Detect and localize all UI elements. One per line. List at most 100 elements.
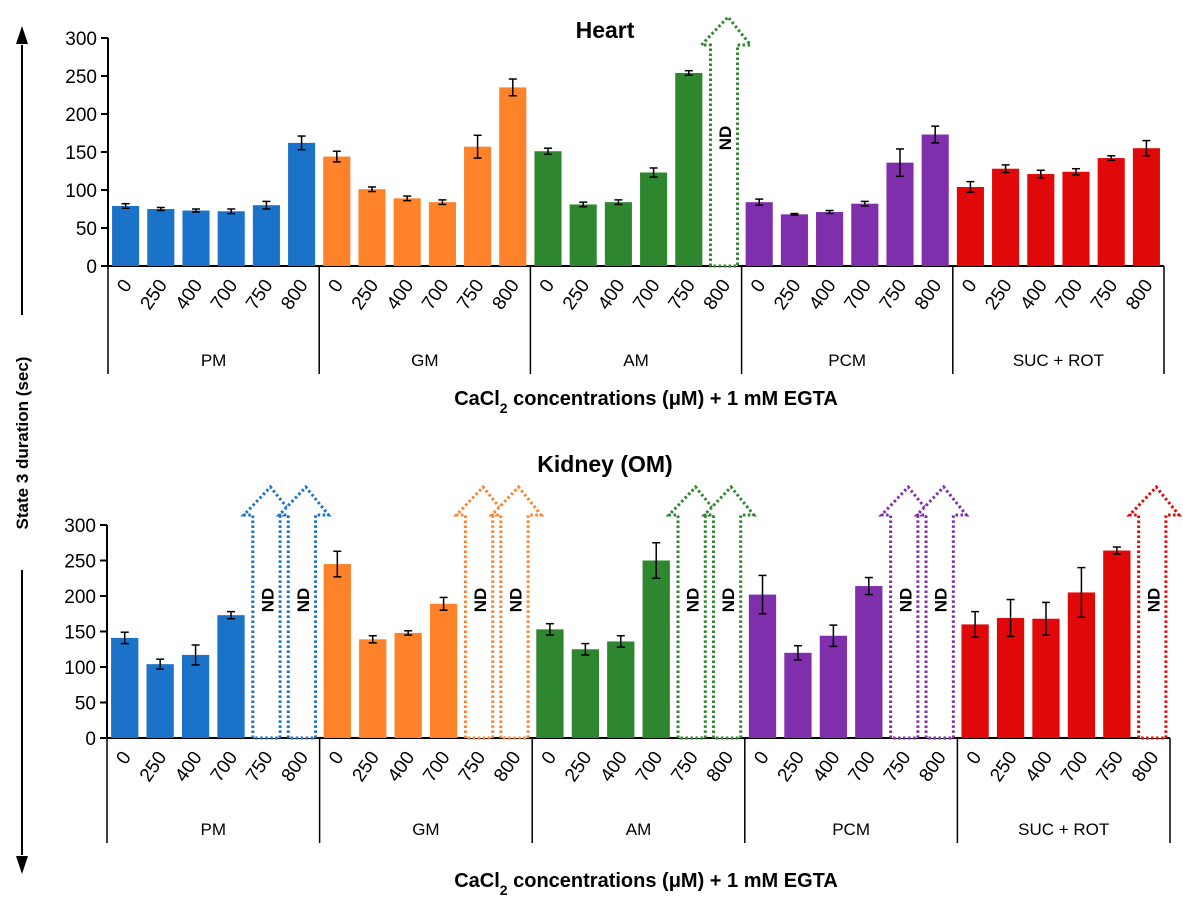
gm-bar-750 — [464, 146, 492, 266]
pcm-bar-250 — [780, 214, 808, 266]
x-tick-label: 0 — [113, 276, 136, 297]
suc-rot-bar-700 — [1062, 171, 1090, 266]
x-tick-label: 250 — [348, 748, 383, 786]
pcm-nd-label-800: ND — [932, 588, 951, 613]
x-tick-label: 750 — [667, 748, 702, 786]
x-tick-label: 400 — [383, 276, 418, 314]
y-tick-label: 300 — [64, 516, 96, 537]
am-bar-700 — [640, 172, 668, 266]
y-tick-label: 0 — [85, 729, 96, 750]
x-tick-label: 800 — [489, 276, 524, 314]
pm-nd-label-750: ND — [258, 588, 277, 613]
x-tick-label: 750 — [1087, 276, 1122, 314]
x-tick-label: 0 — [538, 748, 561, 769]
chart-title: Kidney (OM) — [537, 451, 672, 477]
x-tick-label: 0 — [325, 276, 348, 297]
am-bar-0 — [534, 151, 562, 266]
suc-rot-bar-400 — [1027, 174, 1055, 266]
am-bar-0 — [536, 629, 564, 738]
x-tick-label: 800 — [915, 748, 950, 786]
y-tick-label: 50 — [75, 694, 96, 715]
x-tick-label: 700 — [1057, 748, 1092, 786]
suc-rot-bar-250 — [996, 618, 1025, 738]
x-tick-label: 400 — [172, 276, 207, 314]
x-tick-label: 400 — [594, 276, 629, 314]
suc-rot-nd-label-800: ND — [1144, 588, 1163, 613]
gm-bar-700 — [429, 603, 458, 738]
pcm-nd-arrow-750 — [878, 484, 935, 740]
y-label-arrow-up-head — [16, 26, 28, 44]
gm-bar-0 — [323, 156, 351, 266]
pcm-bar-400 — [819, 635, 848, 738]
pm-nd-arrow-800 — [275, 484, 332, 740]
x-tick-label: 250 — [986, 748, 1021, 786]
y-tick-label: 200 — [65, 105, 97, 126]
pm-bar-800 — [288, 142, 316, 266]
x-tick-label: 400 — [1022, 748, 1057, 786]
x-tick-label: 0 — [963, 748, 986, 769]
x-tick-label: 700 — [1052, 276, 1087, 314]
x-tick-label: 250 — [770, 276, 805, 314]
x-tick-label: 750 — [880, 748, 915, 786]
x-tick-label: 750 — [242, 276, 277, 314]
x-tick-label: 400 — [171, 748, 206, 786]
am-bar-700 — [642, 560, 670, 738]
suc-rot-bar-750 — [1097, 158, 1125, 266]
x-tick-label: 250 — [348, 276, 383, 314]
am-bar-250 — [569, 204, 597, 266]
x-tick-label: 800 — [277, 276, 312, 314]
x-tick-label: 400 — [384, 748, 419, 786]
y-tick-label: 150 — [65, 143, 97, 164]
pcm-bar-0 — [748, 594, 777, 738]
y-tick-label: 300 — [65, 29, 97, 50]
x-tick-label: 800 — [911, 276, 946, 314]
gm-nd-arrow-750 — [452, 484, 509, 740]
group-label-am: AM — [623, 351, 649, 370]
group-label-pcm: PCM — [828, 351, 866, 370]
y-axis-title: State 3 duration (sec) — [13, 357, 32, 530]
gm-bar-0 — [323, 564, 351, 738]
y-tick-label: 250 — [65, 67, 97, 88]
gm-nd-label-750: ND — [471, 588, 490, 613]
gm-bar-250 — [358, 189, 386, 266]
x-tick-label: 700 — [207, 276, 242, 314]
x-tick-label: 250 — [774, 748, 809, 786]
gm-nd-arrow-800 — [488, 484, 545, 740]
pm-bar-750 — [252, 205, 280, 266]
gm-bar-400 — [394, 632, 422, 738]
x-tick-label: 750 — [455, 748, 490, 786]
x-tick-label: 0 — [750, 748, 773, 769]
am-nd-label-800: ND — [716, 126, 735, 151]
y-tick-label: 250 — [64, 552, 96, 573]
pm-nd-label-800: ND — [294, 588, 313, 613]
y-tick-label: 100 — [64, 658, 96, 679]
am-nd-arrow-800 — [700, 484, 757, 740]
pcm-bar-700 — [851, 203, 879, 266]
x-tick-label: 0 — [747, 276, 770, 297]
x-tick-label: 0 — [536, 276, 559, 297]
pm-bar-250 — [146, 664, 174, 738]
group-label-suc-rot: SUC + ROT — [1018, 820, 1109, 839]
x-tick-label: 700 — [419, 748, 454, 786]
pcm-nd-arrow-800 — [913, 484, 970, 740]
pcm-nd-label-750: ND — [896, 588, 915, 613]
x-tick-label: 400 — [596, 748, 631, 786]
x-tick-label: 250 — [981, 276, 1016, 314]
pm-bar-400 — [182, 210, 210, 266]
x-tick-label: 800 — [700, 276, 735, 314]
group-label-am: AM — [626, 820, 652, 839]
pcm-bar-700 — [855, 586, 883, 738]
pm-nd-arrow-750 — [240, 484, 297, 740]
am-nd-arrow-750 — [665, 484, 722, 740]
am-nd-arrow-800 — [697, 14, 754, 268]
x-tick-label: 250 — [137, 276, 172, 314]
x-tick-label: 700 — [207, 748, 242, 786]
pcm-bar-800 — [921, 134, 949, 266]
group-label-pm: PM — [201, 351, 227, 370]
suc-rot-bar-750 — [1103, 550, 1131, 738]
pcm-bar-750 — [886, 162, 914, 266]
x-tick-label: 400 — [809, 748, 844, 786]
x-tick-label: 700 — [629, 276, 664, 314]
group-label-gm: GM — [412, 820, 439, 839]
